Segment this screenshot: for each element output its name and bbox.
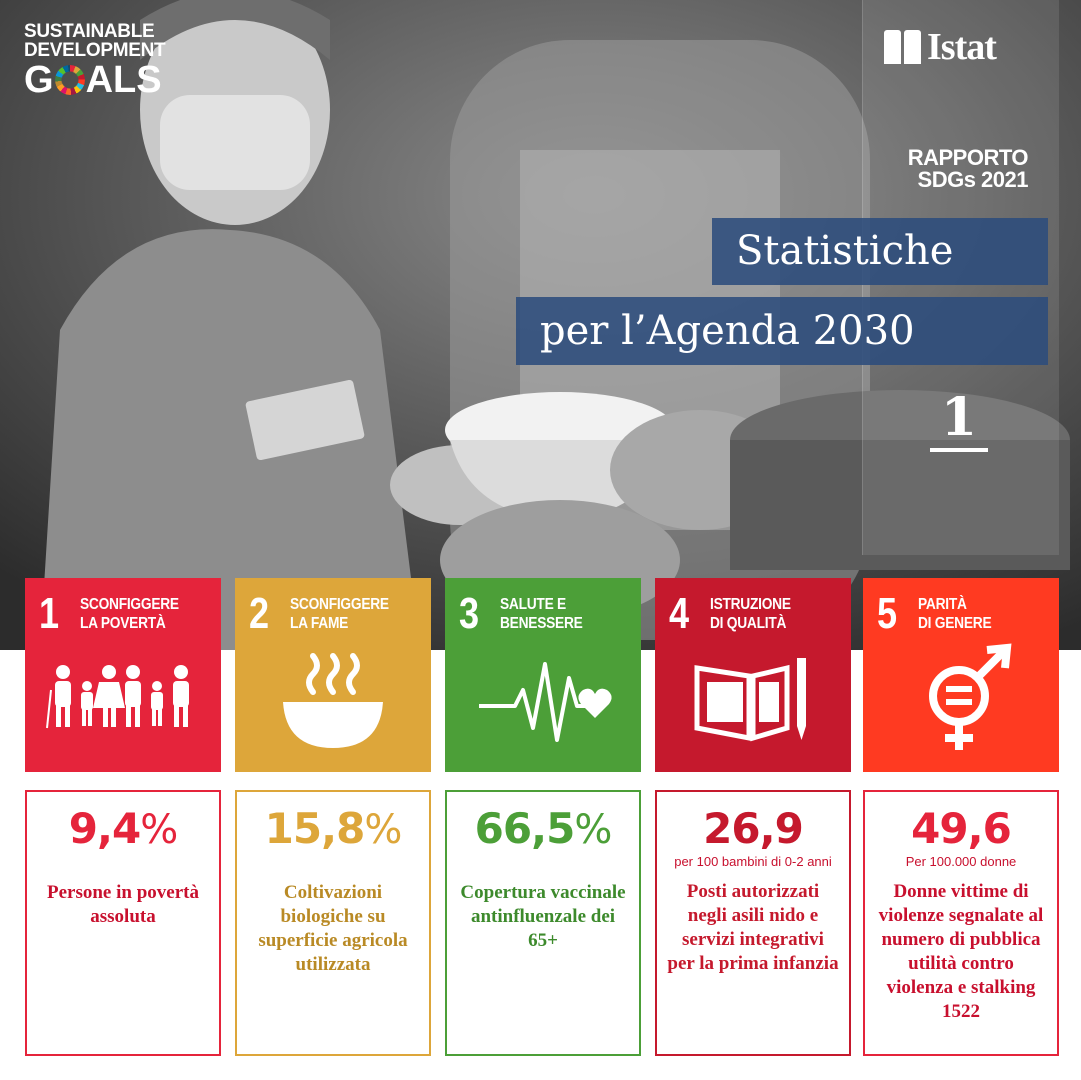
gender-equality-icon — [929, 643, 1012, 750]
stat-value: 49,6 — [911, 804, 1012, 853]
stat-box-2: 15,8% Coltivazioni biologiche su superfi… — [235, 790, 431, 1056]
goal-number: 5 — [877, 589, 898, 638]
sdg-logo-line1: SUSTAINABLE — [24, 21, 155, 42]
goal-tile-3: 3 SALUTE E BENESSERE — [445, 578, 641, 772]
stat-box-1: 9,4% Persone in povertà assoluta — [25, 790, 221, 1056]
goal-title-line2: DI QUALITÀ — [710, 615, 787, 632]
stat-unit: per 100 bambini di 0-2 anni — [674, 854, 832, 869]
sdg-wheel-icon — [54, 65, 85, 95]
stat-box-5: 49,6 Per 100.000 donne Donne vittime di … — [863, 790, 1059, 1056]
title-banner-line1: Statistiche — [712, 218, 1048, 285]
goal-title-line1: ISTRUZIONE — [710, 596, 791, 613]
family-icon — [46, 665, 189, 729]
stat-box-4: 26,9 per 100 bambini di 0-2 anni Posti a… — [655, 790, 851, 1056]
stat-value: 26,9 — [703, 804, 804, 853]
report-label: RAPPORTO SDGs 2021 — [860, 145, 1029, 192]
goal-title: SCONFIGGERE LA FAME — [290, 595, 389, 633]
stat-description: Posti autorizzati negli asili nido e ser… — [667, 881, 839, 974]
istat-logo: Istat — [884, 25, 997, 69]
istat-book-icon — [884, 30, 921, 64]
goal-number: 2 — [249, 589, 270, 638]
stat-unit: Per 100.000 donne — [905, 854, 1017, 869]
goal-number: 4 — [669, 589, 690, 638]
book-pencil-icon — [694, 658, 806, 742]
sdg-logo-line2: DEVELOPMENT — [24, 40, 166, 61]
goal-tile-4: 4 ISTRUZIONE DI QUALITÀ — [655, 578, 851, 772]
stat-box-3: 66,5% Copertura vaccinale antinfluenzale… — [445, 790, 641, 1056]
heartbeat-icon — [479, 662, 612, 742]
goal-title-line2: DI GENERE — [918, 615, 992, 632]
istat-wordmark: Istat — [927, 26, 997, 68]
goal-title-line1: SCONFIGGERE — [290, 596, 389, 613]
sdg-logo-line3: G ALS — [24, 61, 165, 99]
goal-title-line1: PARITÀ — [918, 596, 967, 613]
goal-tile-5: 5 PARITÀ DI GENERE — [863, 578, 1059, 772]
goal-title-line2: LA POVERTÀ — [80, 615, 166, 632]
sdg-logo: SUSTAINABLE DEVELOPMENT G ALS — [24, 21, 166, 99]
stat-value: 15,8% — [264, 804, 403, 853]
page-number: 1 — [930, 388, 988, 452]
stat-value: 9,4% — [68, 804, 178, 853]
goal-title: SCONFIGGERE LA POVERTÀ — [80, 595, 179, 633]
steaming-bowl-icon — [283, 653, 383, 748]
goal-number: 1 — [39, 589, 60, 638]
goal-title-line2: LA FAME — [290, 615, 349, 632]
report-line1: RAPPORTO — [907, 145, 1029, 170]
report-line2: SDGs 2021 — [917, 167, 1029, 192]
stat-description: Copertura vaccinale antinfluenzale dei 6… — [460, 882, 626, 951]
goal-title-line1: SCONFIGGERE — [80, 596, 179, 613]
sdg-logo-letters-als: ALS — [85, 59, 162, 101]
goal-number: 3 — [459, 589, 480, 638]
goal-tile-1: 1 SCONFIGGERE LA POVERTÀ — [25, 578, 221, 772]
stat-description: Persone in povertà assoluta — [47, 882, 199, 927]
goal-title: SALUTE E BENESSERE — [500, 595, 583, 633]
goal-title-line1: SALUTE E — [500, 596, 566, 613]
goal-tile-2: 2 SCONFIGGERE LA FAME — [235, 578, 431, 772]
goal-title: ISTRUZIONE DI QUALITÀ — [710, 595, 791, 633]
goal-title: PARITÀ DI GENERE — [918, 595, 992, 633]
title-banner-line2: per l’Agenda 2030 — [516, 297, 1048, 365]
sdg-logo-letter-g: G — [24, 59, 54, 101]
stat-value: 66,5% — [474, 804, 613, 853]
stat-description: Donne vittime di violenze segnalate al n… — [878, 881, 1044, 1022]
goal-title-line2: BENESSERE — [500, 615, 583, 632]
stat-description: Coltivazioni biologiche su superficie ag… — [258, 882, 408, 975]
